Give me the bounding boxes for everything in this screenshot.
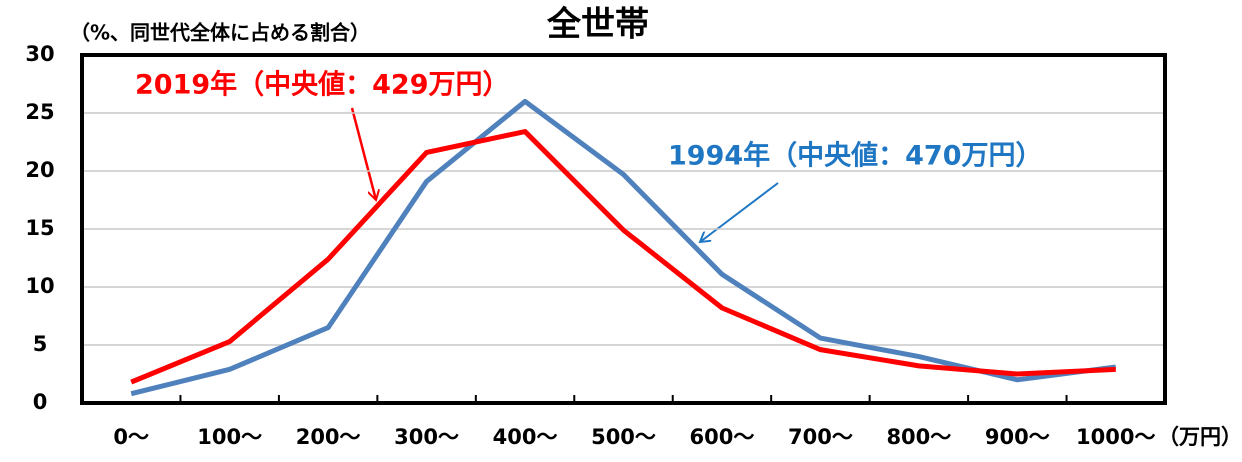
y-tick-label: 30 <box>25 42 54 66</box>
y-tick-label: 10 <box>25 274 54 298</box>
y-tick-label: 0 <box>33 390 48 414</box>
series-line <box>130 129 1116 385</box>
y-tick-label: 15 <box>25 216 54 240</box>
annotation-arrow <box>350 107 376 200</box>
x-tick-label: 700〜 <box>788 425 853 449</box>
x-axis-unit: （万円） <box>1158 425 1242 449</box>
series-label: 1994年（中央値：470万円） <box>668 140 1043 172</box>
x-tick-label: 100〜 <box>197 425 262 449</box>
x-tick-label: 900〜 <box>985 425 1050 449</box>
x-tick-label: 600〜 <box>690 425 755 449</box>
y-tick-label: 20 <box>25 158 54 182</box>
chart-title: 全世帯 <box>546 5 649 45</box>
series-line <box>130 98 1117 397</box>
x-tick-label: 400〜 <box>493 425 558 449</box>
series-label: 2019年（中央値：429万円） <box>135 69 510 101</box>
x-tick-label: 800〜 <box>886 425 951 449</box>
x-tick-label: 300〜 <box>394 425 459 449</box>
plot-frame <box>80 53 1167 405</box>
x-tick-label: 500〜 <box>591 425 656 449</box>
y-axis-label: （%、同世代全体に占める割合） <box>70 21 370 45</box>
x-tick-label: 0〜 <box>113 425 149 449</box>
y-tick-label: 5 <box>33 332 48 356</box>
annotation-arrow <box>700 182 779 242</box>
x-tick-label: 1000〜 <box>1076 425 1155 449</box>
y-tick-label: 25 <box>25 100 54 124</box>
x-tick-label: 200〜 <box>296 425 361 449</box>
